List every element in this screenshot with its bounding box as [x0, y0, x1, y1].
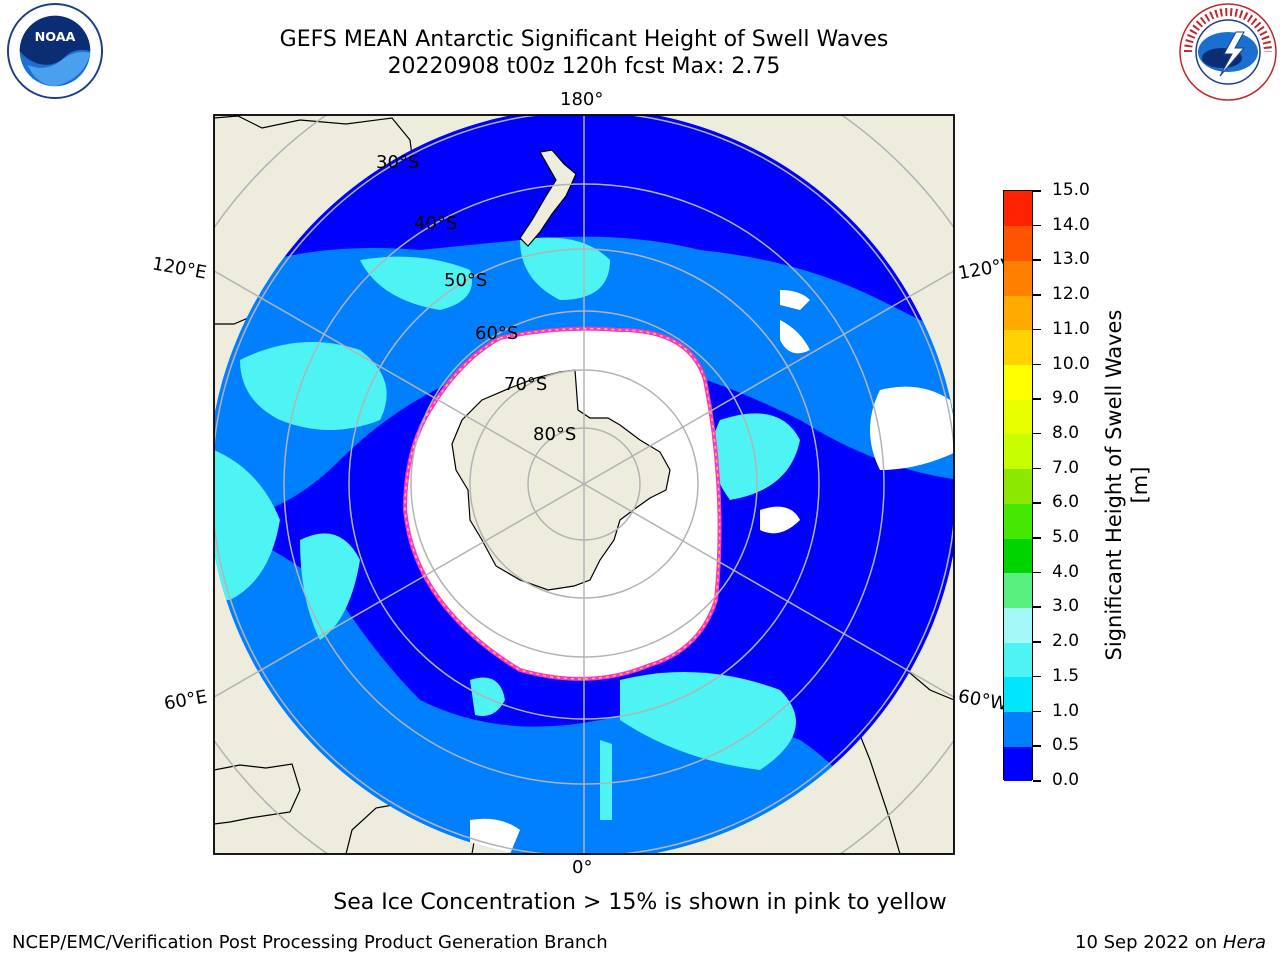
- colorbar-segment: [1004, 225, 1032, 261]
- colorbar-label: Significant Height of Swell Waves [m]: [1102, 309, 1152, 661]
- new-zealand: [519, 149, 577, 247]
- footer-machine: Hera: [1222, 932, 1266, 953]
- colorbar-tick-label: 10.0: [1052, 353, 1090, 374]
- colorbar-tick-label: 3.0: [1052, 596, 1080, 617]
- colorbar-tick-label: 11.0: [1052, 318, 1090, 339]
- colorbar-segment: [1004, 329, 1032, 366]
- colorbar-tick: [1033, 398, 1041, 400]
- colorbar-tick: [1033, 571, 1041, 574]
- colorbar-segment: [1004, 607, 1032, 643]
- colorbar-tick-label: 15.0: [1052, 180, 1090, 200]
- sea-ice-note: Sea Ice Concentration > 15% is shown in …: [333, 890, 947, 915]
- colorbar-tick-label: 4.0: [1052, 561, 1080, 582]
- colorbar-segment: [1004, 711, 1032, 747]
- colorbar-tick: [1033, 537, 1041, 539]
- nws-logo: [1179, 3, 1277, 101]
- colorbar-segment: [1004, 642, 1032, 678]
- colorbar-tick-label: 6.0: [1052, 492, 1080, 513]
- colorbar-tick: [1033, 224, 1041, 227]
- svg-text:NOAA: NOAA: [35, 30, 76, 45]
- colorbar-segment: [1004, 260, 1032, 296]
- colorbar-tick-label: 5.0: [1052, 527, 1080, 548]
- lat-label-70s: 70°S: [504, 374, 548, 395]
- lon-label-180: 180°: [560, 89, 604, 110]
- lat-label-60s: 60°S: [475, 323, 519, 344]
- colorbar-tick: [1033, 745, 1041, 747]
- lat-label-50s: 50°S: [444, 270, 488, 291]
- colorbar-tick: [1033, 675, 1041, 678]
- footer-date: 10 Sep 2022 on Hera: [1075, 932, 1266, 953]
- graticule: [214, 115, 954, 854]
- colorbar-segment: [1004, 503, 1032, 539]
- lat-label-80s: 80°S: [533, 424, 577, 445]
- colorbar-segment: [1004, 364, 1032, 400]
- colorbar-tick-label: 14.0: [1052, 214, 1090, 235]
- colorbar-segment: [1004, 746, 1032, 782]
- colorbar-tick: [1033, 606, 1041, 608]
- colorbar-tick: [1033, 710, 1041, 713]
- colorbar-tick-label: 0.5: [1052, 735, 1080, 756]
- colorbar-tick: [1033, 641, 1041, 643]
- colorbar-tick-label: 7.0: [1052, 457, 1080, 478]
- colorbar-tick-label: 12.0: [1052, 284, 1090, 305]
- lon-label-0: 0°: [572, 857, 593, 878]
- colorbar-segment: [1004, 295, 1032, 331]
- colorbar-tick: [1033, 259, 1041, 261]
- antarctica: [451, 369, 671, 591]
- colorbar-segment: [1004, 399, 1032, 435]
- footer-branch: NCEP/EMC/Verification Post Processing Pr…: [12, 932, 608, 953]
- colorbar-tick: [1033, 502, 1041, 504]
- colorbar-segment: [1004, 433, 1032, 470]
- colorbar-segment: [1004, 468, 1032, 504]
- colorbar-tick: [1033, 328, 1041, 331]
- colorbar-tick: [1033, 432, 1041, 435]
- footer-date-text: 10 Sep 2022 on: [1075, 932, 1223, 953]
- lat-label-30s: 30°S: [376, 152, 420, 173]
- colorbar-segment: [1004, 191, 1032, 227]
- colorbar-tick-label: 2.0: [1052, 631, 1080, 652]
- colorbar-tick-label: 13.0: [1052, 249, 1090, 270]
- colorbar-segment: [1004, 538, 1032, 574]
- colorbar-tick-label: 1.0: [1052, 700, 1080, 721]
- colorbar-tick: [1033, 294, 1041, 296]
- colorbar-tick: [1033, 363, 1041, 366]
- colorbar-tick: [1033, 780, 1041, 782]
- colorbar-tick-label: 8.0: [1052, 422, 1080, 443]
- map-subtitle: 20220908 t00z 120h fcst Max: 2.75: [387, 54, 781, 79]
- colorbar-tick: [1033, 190, 1041, 192]
- colorbar-segment: [1004, 572, 1032, 608]
- colorbar-segment: [1004, 676, 1032, 713]
- colorbar-tick: [1033, 467, 1041, 470]
- colorbar-tick-label: 1.5: [1052, 665, 1080, 686]
- lat-label-40s: 40°S: [414, 213, 458, 234]
- colorbar-tick-label: 9.0: [1052, 388, 1080, 409]
- noaa-logo: NOAA: [6, 2, 104, 100]
- colorbar: [1003, 190, 1033, 782]
- map-title: GEFS MEAN Antarctic Significant Height o…: [279, 27, 889, 52]
- colorbar-tick-label: 0.0: [1052, 770, 1080, 790]
